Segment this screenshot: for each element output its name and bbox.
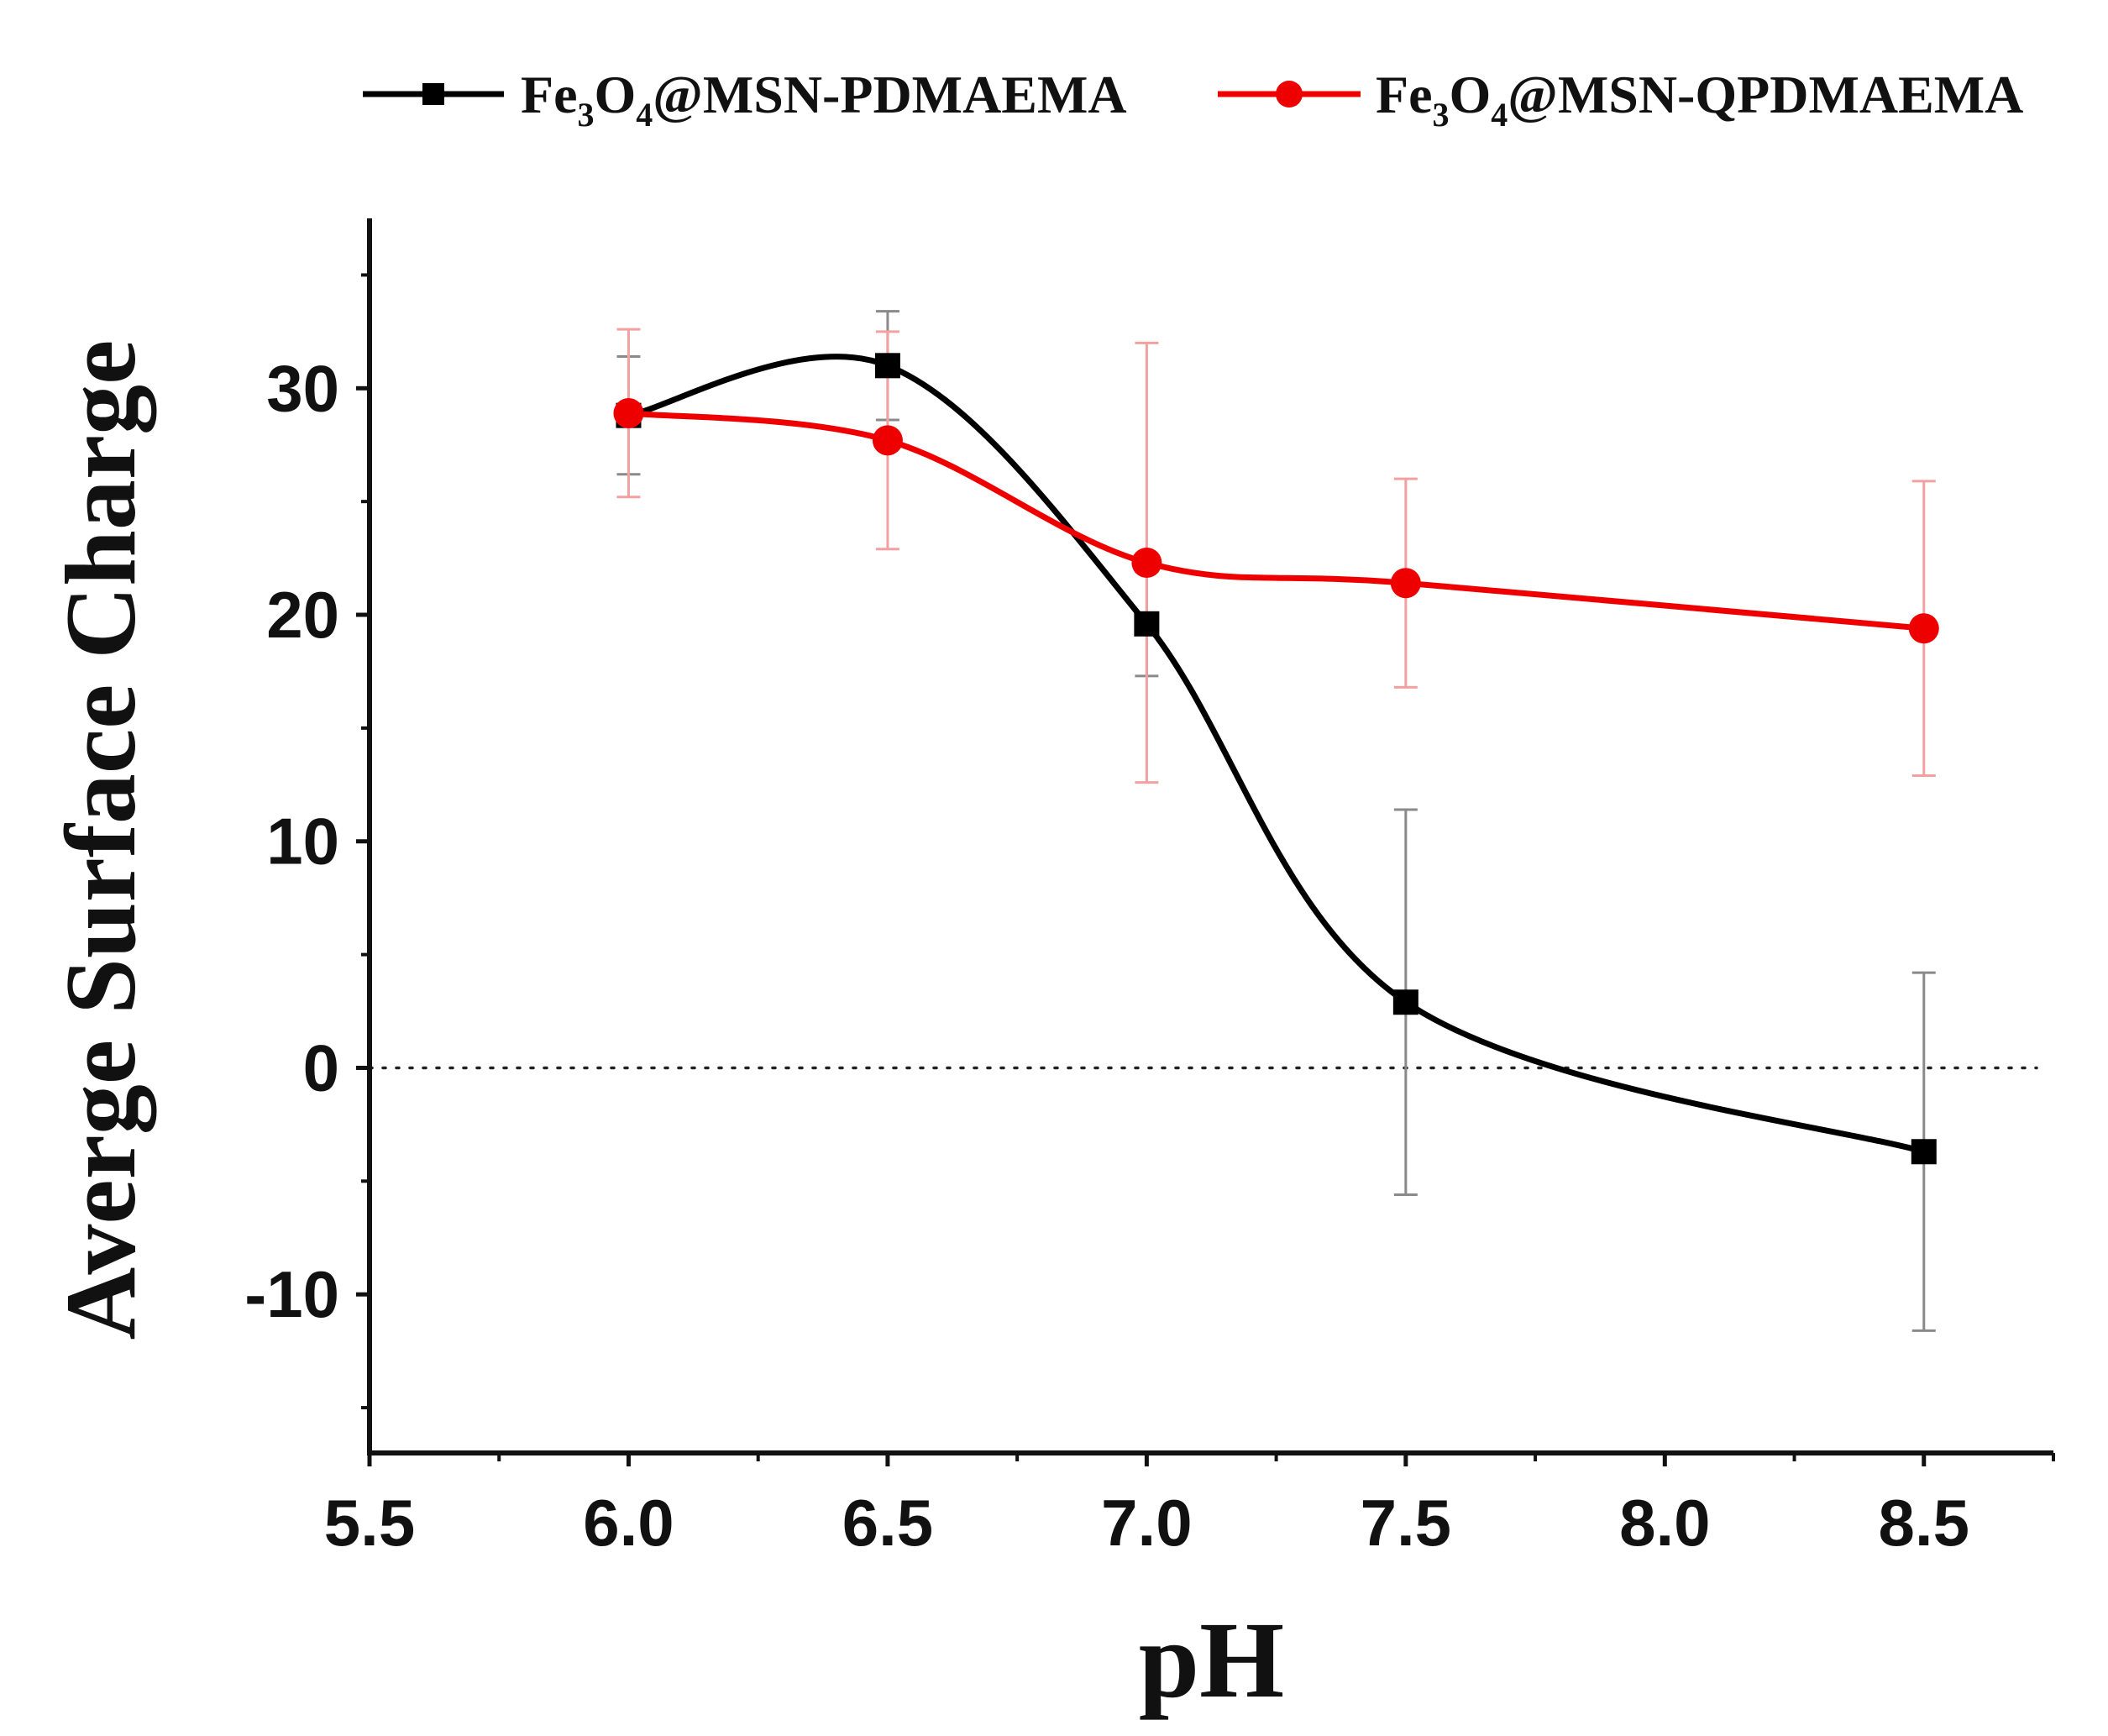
data-point-circle	[1390, 568, 1421, 599]
series-line-1	[627, 354, 1925, 1155]
data-point-square	[874, 353, 900, 379]
legend-subscript: 4	[636, 96, 653, 134]
x-tick-label: 8.5	[1879, 1486, 1969, 1560]
axis-titles-layer: pH Averge Surface Charge	[45, 340, 1284, 1721]
legend-text-part: Fe	[521, 65, 578, 124]
data-point-circle	[613, 397, 644, 428]
y-axis-title: Averge Surface Charge	[45, 340, 157, 1340]
legend-text-part: O	[595, 65, 637, 124]
y-tick-label: -10	[244, 1257, 339, 1331]
x-tick-label: 7.0	[1101, 1486, 1192, 1560]
x-tick-label: 6.0	[583, 1486, 674, 1560]
y-tick-label: 0	[303, 1031, 339, 1104]
x-tick-label: 8.0	[1619, 1486, 1710, 1560]
x-axis-title: pH	[1139, 1600, 1284, 1721]
legend-subscript: 3	[578, 96, 595, 134]
legend-text-part: @MSN-PDMAEMA	[653, 65, 1126, 124]
error-bars-layer	[616, 310, 1936, 1332]
data-point-circle	[872, 425, 903, 456]
tick-labels-layer: -10 0 10 20 30 5.5 6.0 6.5 7.0 7.5 8.0 8.5	[244, 351, 1969, 1560]
legend-text-part: O	[1450, 65, 1492, 124]
axes-layer	[356, 218, 2055, 1466]
data-point-square	[1911, 1139, 1937, 1165]
legend-label-1: Fe3O4@MSN-PDMAEMA	[521, 65, 1127, 134]
series-lines-layer	[627, 354, 1925, 1155]
legend: Fe3O4@MSN-PDMAEMA Fe3O4@MSN-QPDMAEMA	[363, 65, 2023, 134]
legend-marker-square	[422, 83, 444, 105]
data-point-circle	[1131, 547, 1162, 578]
x-tick-label: 7.5	[1361, 1486, 1451, 1560]
y-tick-label: 30	[266, 351, 339, 425]
legend-text-part: @MSN-QPDMAEMA	[1508, 65, 2023, 124]
legend-subscript: 3	[1433, 96, 1450, 134]
data-point-square	[1392, 989, 1418, 1015]
data-point-circle	[1908, 613, 1939, 644]
y-tick-label: 10	[266, 805, 339, 878]
data-point-square	[1134, 611, 1160, 637]
legend-text-part: Fe	[1376, 65, 1433, 124]
markers-layer	[613, 353, 1939, 1165]
legend-marker-circle	[1276, 81, 1303, 108]
legend-label-2: Fe3O4@MSN-QPDMAEMA	[1376, 65, 2023, 134]
x-tick-label: 6.5	[842, 1486, 933, 1560]
series-line-2	[628, 410, 1925, 632]
y-tick-label: 20	[266, 578, 339, 652]
legend-subscript: 4	[1491, 96, 1508, 134]
x-tick-label: 5.5	[324, 1486, 415, 1560]
